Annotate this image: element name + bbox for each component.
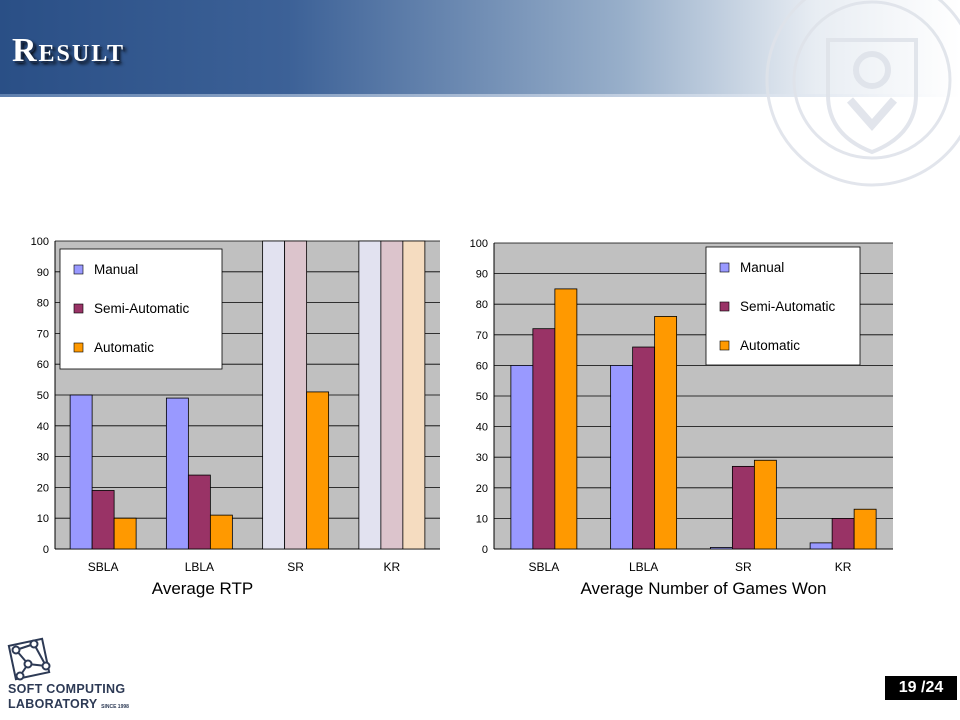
bar-kr-1 — [831, 517, 855, 550]
y-tick-label: 0 — [43, 544, 49, 556]
legend-swatch — [73, 342, 84, 353]
bar-lbla-2 — [654, 316, 678, 550]
y-tick-label: 40 — [476, 422, 488, 434]
logo-since: SINCE 1998 — [101, 704, 129, 710]
x-tick-label: LBLA — [629, 560, 658, 574]
soft-computing-lab-logo-icon — [7, 637, 51, 681]
bar-sbla-2 — [113, 517, 137, 550]
y-tick-label: 90 — [37, 267, 49, 279]
average-rtp-chart: 0 10 20 30 40 50 60 70 80 90 100 SBLA LBLA SR KR Averag… — [31, 236, 440, 598]
y-tick-label: 80 — [37, 298, 49, 310]
legend-swatch — [73, 264, 84, 275]
page-number: 19 /24 — [885, 676, 957, 700]
x-tick-label: KR — [835, 560, 852, 574]
y-tick-label: 0 — [482, 544, 488, 556]
legend-label: Manual — [740, 260, 784, 275]
legend-swatch — [719, 262, 730, 273]
legend-label: Automatic — [94, 340, 154, 355]
y-tick-label: 50 — [476, 391, 488, 403]
legend-label: Semi-Automatic — [740, 299, 836, 314]
y-tick-label: 20 — [37, 482, 49, 494]
legend-swatch — [719, 340, 730, 351]
bar-sbla-1 — [91, 490, 115, 550]
slide-title: Result — [12, 32, 126, 69]
x-tick-label: SBLA — [529, 560, 560, 574]
y-tick-label: 80 — [476, 299, 488, 311]
bar-kr-0 — [358, 240, 382, 550]
y-tick-label: 70 — [476, 330, 488, 342]
y-tick-label: 30 — [476, 452, 488, 464]
banner-underline — [0, 94, 960, 97]
legend-label: Manual — [94, 262, 138, 277]
bar-sr-2 — [306, 391, 330, 550]
bar-lbla-2 — [209, 514, 233, 550]
bar-kr-2 — [402, 240, 426, 550]
y-tick-label: 60 — [37, 359, 49, 371]
bar-kr-0 — [809, 542, 833, 550]
logo-line2-text: LABORATORY — [8, 697, 98, 711]
y-tick-label: 60 — [476, 360, 488, 372]
legend-box — [705, 246, 861, 366]
bar-sbla-1 — [532, 328, 556, 550]
legend-label: Automatic — [740, 338, 800, 353]
x-tick-label: SR — [287, 560, 304, 574]
legend-swatch — [73, 303, 84, 314]
bar-sbla-2 — [554, 288, 578, 550]
y-tick-label: 40 — [37, 421, 49, 433]
bar-sr-1 — [731, 465, 755, 550]
bar-sbla-0 — [510, 364, 534, 550]
bar-lbla-0 — [165, 397, 189, 550]
y-tick-label: 70 — [37, 328, 49, 340]
x-tick-label: KR — [384, 560, 401, 574]
university-seal-watermark-icon — [765, 0, 960, 187]
legend-label: Semi-Automatic — [94, 301, 190, 316]
logo-line2: LABORATORY SINCE 1998 — [8, 697, 129, 711]
x-axis-label: Average Number of Games Won — [581, 579, 827, 598]
y-tick-label: 100 — [470, 238, 488, 250]
bar-sr-0 — [262, 240, 286, 550]
bar-lbla-1 — [632, 346, 656, 550]
y-tick-label: 50 — [37, 390, 49, 402]
bar-kr-2 — [853, 508, 877, 550]
bar-lbla-1 — [187, 474, 211, 550]
bar-sr-0 — [709, 547, 733, 550]
y-tick-label: 10 — [476, 513, 488, 525]
x-tick-label: SBLA — [88, 560, 119, 574]
bar-sr-2 — [753, 459, 777, 550]
bar-sbla-0 — [69, 394, 93, 550]
x-axis-label: Average RTP — [152, 579, 253, 598]
x-tick-label: LBLA — [185, 560, 214, 574]
logo-line1: SOFT COMPUTING — [8, 682, 126, 696]
y-tick-label: 100 — [31, 236, 49, 248]
bar-kr-1 — [380, 240, 404, 550]
y-tick-label: 10 — [37, 513, 49, 525]
legend-box — [59, 248, 223, 370]
x-tick-label: SR — [735, 560, 752, 574]
bar-sr-1 — [284, 240, 308, 550]
y-tick-label: 20 — [476, 483, 488, 495]
games-won-chart: 0 10 20 30 40 50 60 70 80 90 100 SBLA LBLA SR KR Averag… — [470, 238, 893, 598]
y-tick-label: 90 — [476, 269, 488, 281]
y-tick-label: 30 — [37, 452, 49, 464]
bar-lbla-0 — [610, 364, 634, 550]
legend-swatch — [719, 301, 730, 312]
